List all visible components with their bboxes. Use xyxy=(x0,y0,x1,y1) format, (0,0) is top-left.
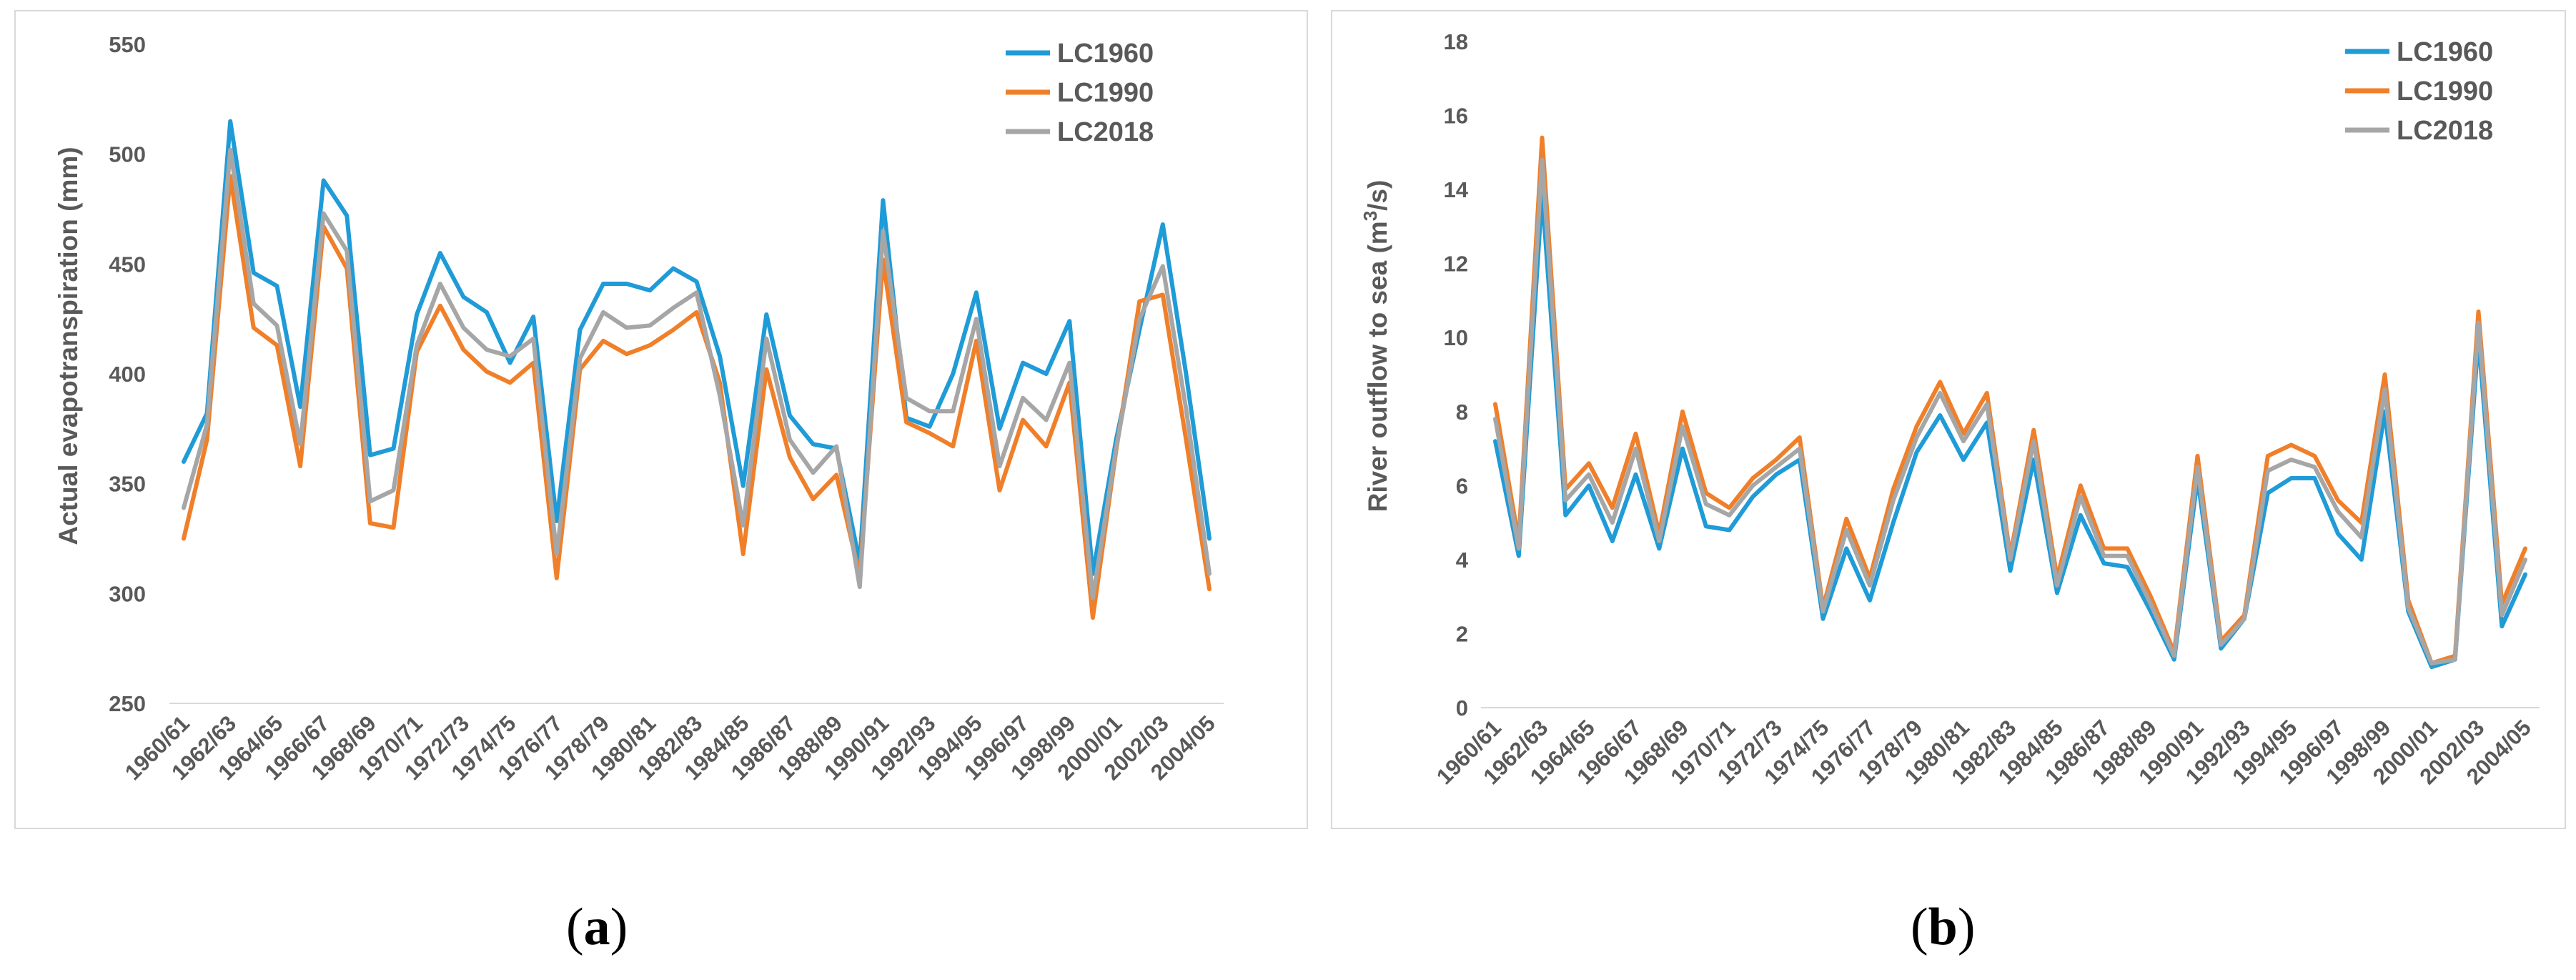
y-tick-label: 16 xyxy=(1444,104,1468,129)
series-line-lc1990 xyxy=(1493,135,2527,665)
y-tick-label: 300 xyxy=(109,581,146,606)
chart-panel-b: 0 2 4 6 8 10 12 14 16 18 1960/61 1962/63 1964/65 196… xyxy=(1331,10,2566,829)
y-tick-label: 500 xyxy=(109,142,146,167)
y-tick-label: 250 xyxy=(109,691,146,716)
caption-b: (b) xyxy=(1911,898,1976,956)
y-tick-label: 18 xyxy=(1444,29,1468,54)
legend-label-lc1990: LC1990 xyxy=(1057,78,1154,108)
legend-label-lc1960: LC1960 xyxy=(2397,37,2493,67)
series-line-lc2018 xyxy=(182,147,1212,600)
y-tick-label: 0 xyxy=(1456,696,1468,721)
series-line-lc1960 xyxy=(182,119,1212,576)
y-tick-label: 450 xyxy=(109,252,146,277)
y-tick-label: 550 xyxy=(109,32,146,57)
y-tick-label: 14 xyxy=(1444,177,1469,202)
chart-panel-a: 250 300 350 400 450 500 550 1960/61 1962/63 1964… xyxy=(14,10,1308,829)
caption-a: (a) xyxy=(566,898,628,956)
y-tick-label: 4 xyxy=(1456,548,1469,573)
y-axis-label-a: Actual evapotranspiration (mm) xyxy=(54,147,83,545)
y-tick-label: 12 xyxy=(1444,252,1468,277)
y-tick-label: 6 xyxy=(1456,473,1468,498)
y-tick-label: 400 xyxy=(109,362,146,387)
series-line-lc1960 xyxy=(1493,191,2527,669)
series-line-lc2018 xyxy=(1493,157,2527,665)
y-tick-label: 2 xyxy=(1456,621,1468,646)
y-tick-label: 350 xyxy=(109,472,146,497)
y-tick-label: 10 xyxy=(1444,325,1468,350)
legend-label-lc2018: LC2018 xyxy=(1057,117,1154,147)
y-axis-label-b: River outflow to sea (m3/s) xyxy=(1359,180,1392,513)
legend-label-lc1990: LC1990 xyxy=(2397,76,2493,107)
legend-label-lc2018: LC2018 xyxy=(2397,116,2493,146)
y-tick-label: 8 xyxy=(1456,400,1468,425)
legend-label-lc1960: LC1960 xyxy=(1057,39,1154,69)
